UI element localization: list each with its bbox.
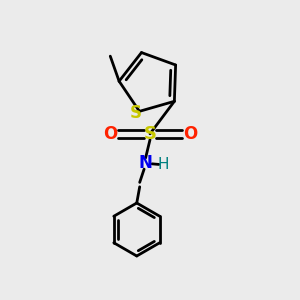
Text: O: O	[103, 125, 117, 143]
Text: N: N	[139, 154, 152, 172]
Text: S: S	[130, 104, 142, 122]
Text: H: H	[158, 157, 169, 172]
Text: O: O	[183, 125, 197, 143]
Text: S: S	[143, 125, 157, 143]
